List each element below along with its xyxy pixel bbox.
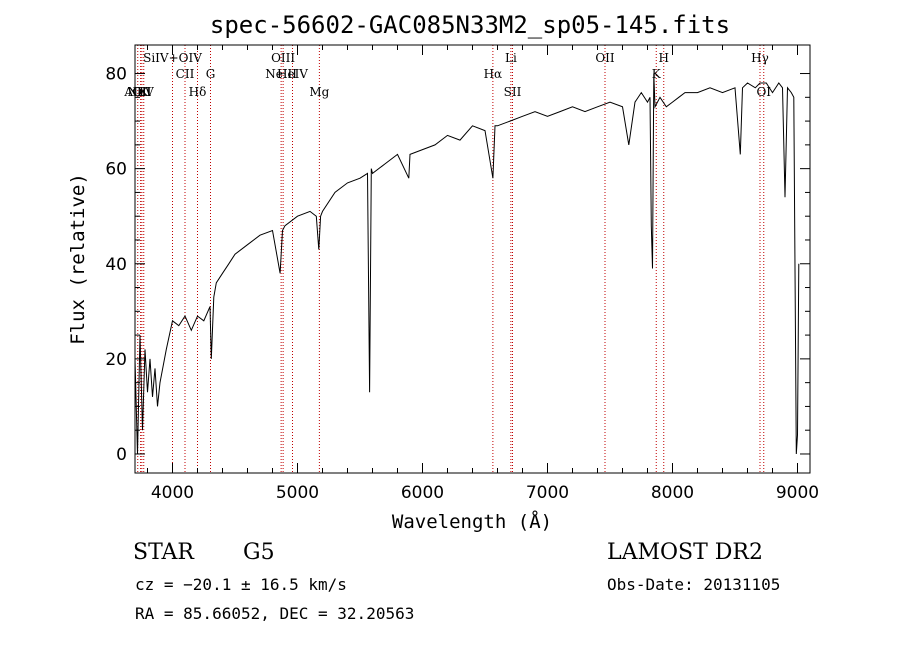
line-marker-label: H <box>659 51 669 65</box>
line-marker-label: CII <box>176 67 195 81</box>
x-tick-label: 4000 <box>151 483 194 503</box>
survey-name: LAMOST DR2 <box>607 540 763 565</box>
line-marker-label: HeIV <box>277 67 308 81</box>
y-tick-label: 60 <box>105 160 127 180</box>
spectrum-series-line <box>134 73 800 455</box>
plot-frame <box>134 44 811 474</box>
x-axis-label: Wavelength (Å) <box>392 510 552 533</box>
y-tick-label: 40 <box>105 255 127 275</box>
observation-date: Obs-Date: 20131105 <box>607 575 781 594</box>
line-marker-label: Hδ <box>189 85 207 99</box>
line-marker-label: Mg <box>309 85 329 99</box>
line-marker-label: OII <box>132 85 152 99</box>
line-marker-label: NeV <box>127 85 154 99</box>
line-marker-label: OII <box>595 51 615 65</box>
y-axis-label: Flux (relative) <box>67 173 89 345</box>
x-axis: 4000 5000 6000 7000 8000 9000 <box>147 45 819 503</box>
emission-line-labels: AlIIINeVOIIKSiIV+OIVCIIHδGOIIINeIIIHeIVM… <box>123 51 771 99</box>
x-tick-label: 9000 <box>776 483 819 503</box>
coordinates: RA = 85.66052, DEC = 32.20563 <box>135 604 415 623</box>
line-marker-label: G <box>206 67 216 81</box>
line-marker-label: OIII <box>271 51 295 65</box>
line-marker-label: AlIII <box>123 85 151 99</box>
chart-title: spec-56602-GAC085N33M2_sp05-145.fits <box>210 11 730 39</box>
object-class: STAR <box>133 540 194 565</box>
object-subclass: G5 <box>243 540 275 565</box>
line-marker-label: OI <box>756 85 771 99</box>
line-marker-label: NeIII <box>265 67 297 81</box>
y-axis: 0 20 40 60 80 <box>105 65 810 465</box>
x-tick-label: 5000 <box>276 483 319 503</box>
line-marker-label: K <box>139 85 149 99</box>
x-tick-label: 8000 <box>651 483 694 503</box>
x-tick-label: 6000 <box>401 483 444 503</box>
line-marker-label: SiIV+OIV <box>143 51 202 65</box>
line-marker-label: Hγ <box>751 51 769 65</box>
line-marker-label: Hα <box>484 67 503 81</box>
line-marker-label: SII <box>504 85 522 99</box>
x-tick-label: 7000 <box>526 483 569 503</box>
redshift-velocity: cz = −20.1 ± 16.5 km/s <box>135 575 347 594</box>
line-marker-label: K <box>652 67 662 81</box>
y-tick-label: 20 <box>105 350 127 370</box>
y-tick-label: 80 <box>105 65 127 85</box>
y-tick-label: 0 <box>116 445 127 465</box>
line-marker-label: Li <box>505 51 517 65</box>
